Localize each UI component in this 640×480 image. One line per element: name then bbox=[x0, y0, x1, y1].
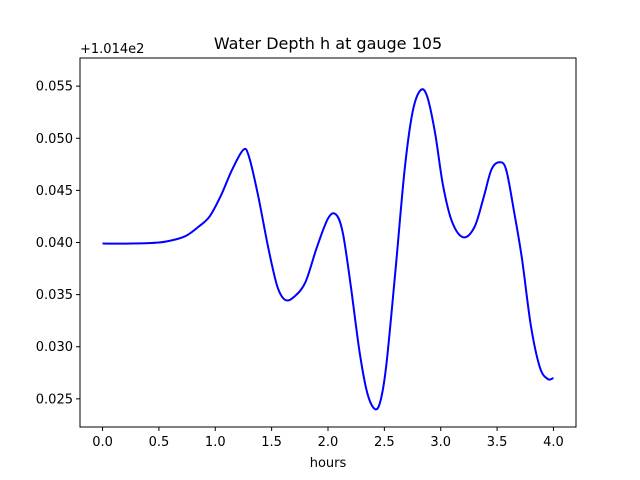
y-tick-label: 0.050 bbox=[36, 132, 73, 147]
y-tick-label: 0.055 bbox=[36, 80, 73, 95]
x-tick-label: 0.0 bbox=[92, 435, 113, 450]
chart-title: Water Depth h at gauge 105 bbox=[214, 34, 442, 53]
y-tick-label: 0.030 bbox=[36, 340, 73, 355]
series-line bbox=[102, 88, 554, 411]
x-tick-label: 4.0 bbox=[543, 435, 564, 450]
x-axis-ticks: 0.0 0.5 1.0 1.5 2.0 2.5 3.0 3.5 4.0 bbox=[92, 427, 564, 450]
x-tick-label: 0.5 bbox=[149, 435, 170, 450]
y-axis-offset-label: +1.014e2 bbox=[80, 42, 144, 57]
y-tick-label: 0.035 bbox=[36, 288, 73, 303]
y-tick-label: 0.045 bbox=[36, 184, 73, 199]
y-axis-ticks: 0.025 0.030 0.035 0.040 0.045 0.050 0.055 bbox=[36, 80, 80, 407]
x-tick-label: 3.0 bbox=[430, 435, 451, 450]
x-tick-label: 3.5 bbox=[487, 435, 508, 450]
plot-series bbox=[102, 88, 554, 411]
y-tick-label: 0.040 bbox=[36, 236, 73, 251]
x-axis-label: hours bbox=[310, 456, 347, 471]
plot-area-frame bbox=[79, 57, 577, 428]
x-tick-label: 2.0 bbox=[318, 435, 339, 450]
x-tick-label: 1.5 bbox=[261, 435, 282, 450]
x-tick-label: 2.5 bbox=[374, 435, 395, 450]
x-tick-label: 1.0 bbox=[205, 435, 226, 450]
y-tick-label: 0.025 bbox=[36, 392, 73, 407]
